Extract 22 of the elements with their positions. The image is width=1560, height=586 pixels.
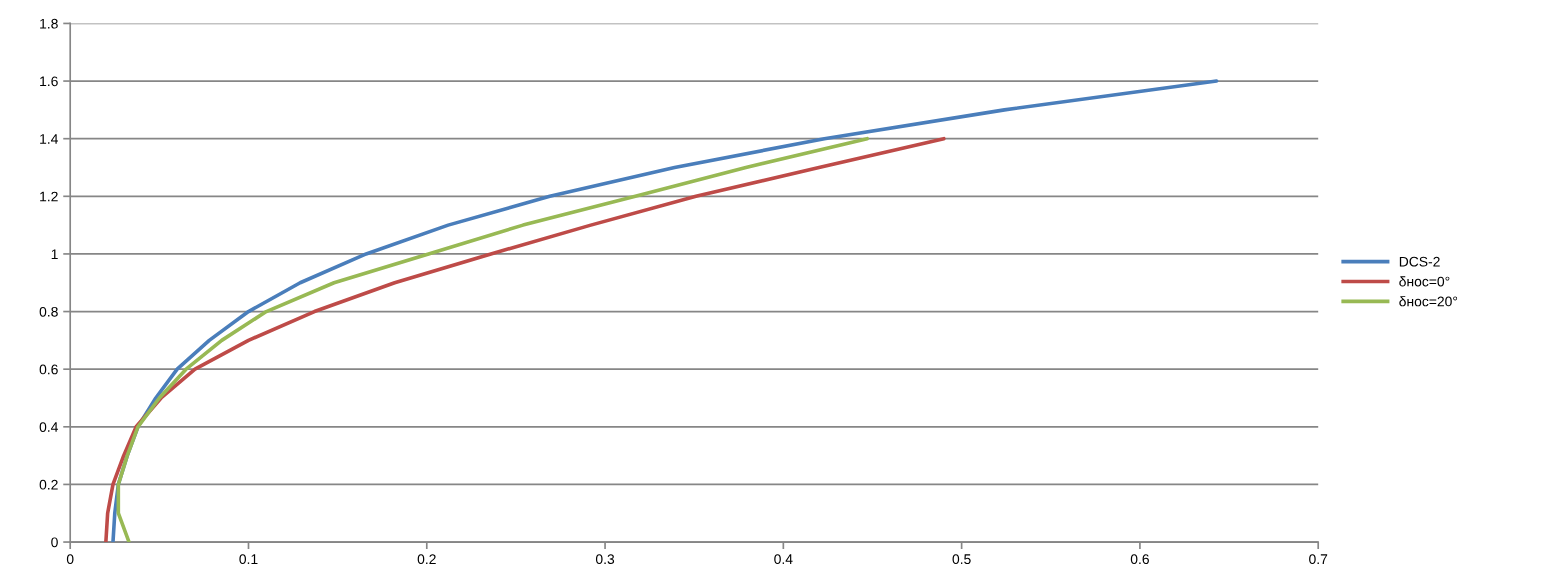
y-tick-label: 1.4 [40, 134, 58, 144]
y-tick-label: 0.4 [39, 422, 58, 432]
legend-label: δнос=20° [1399, 296, 1458, 307]
y-tick-label: 1.2 [40, 191, 58, 202]
line-series [111, 79, 1219, 543]
y-tick-label: 1.6 [40, 76, 58, 87]
y-tick-label: 0 [51, 537, 58, 548]
y-tick-label: 1.8 [40, 18, 58, 29]
legend-label: δнос=0° [1399, 276, 1450, 287]
y-tick-label: 0.8 [39, 306, 58, 317]
x-tick-label: 0.1 [239, 554, 258, 565]
x-tick-label: 0.6 [1130, 554, 1149, 565]
x-tick-label: 0.3 [595, 554, 615, 565]
x-tick-label: 0.2 [417, 554, 436, 565]
x-tick-label: 0 [66, 554, 74, 565]
x-tick-label: 0.4 [774, 554, 793, 565]
y-tick-label: 1 [51, 249, 58, 259]
x-tick-label: 0.5 [952, 554, 971, 565]
y-tick-label: 0.6 [39, 364, 58, 375]
y-tick-label: 0.2 [39, 479, 58, 490]
x-tick-label: 0.7 [1309, 554, 1328, 565]
legend-label: DCS-2 [1399, 256, 1440, 267]
